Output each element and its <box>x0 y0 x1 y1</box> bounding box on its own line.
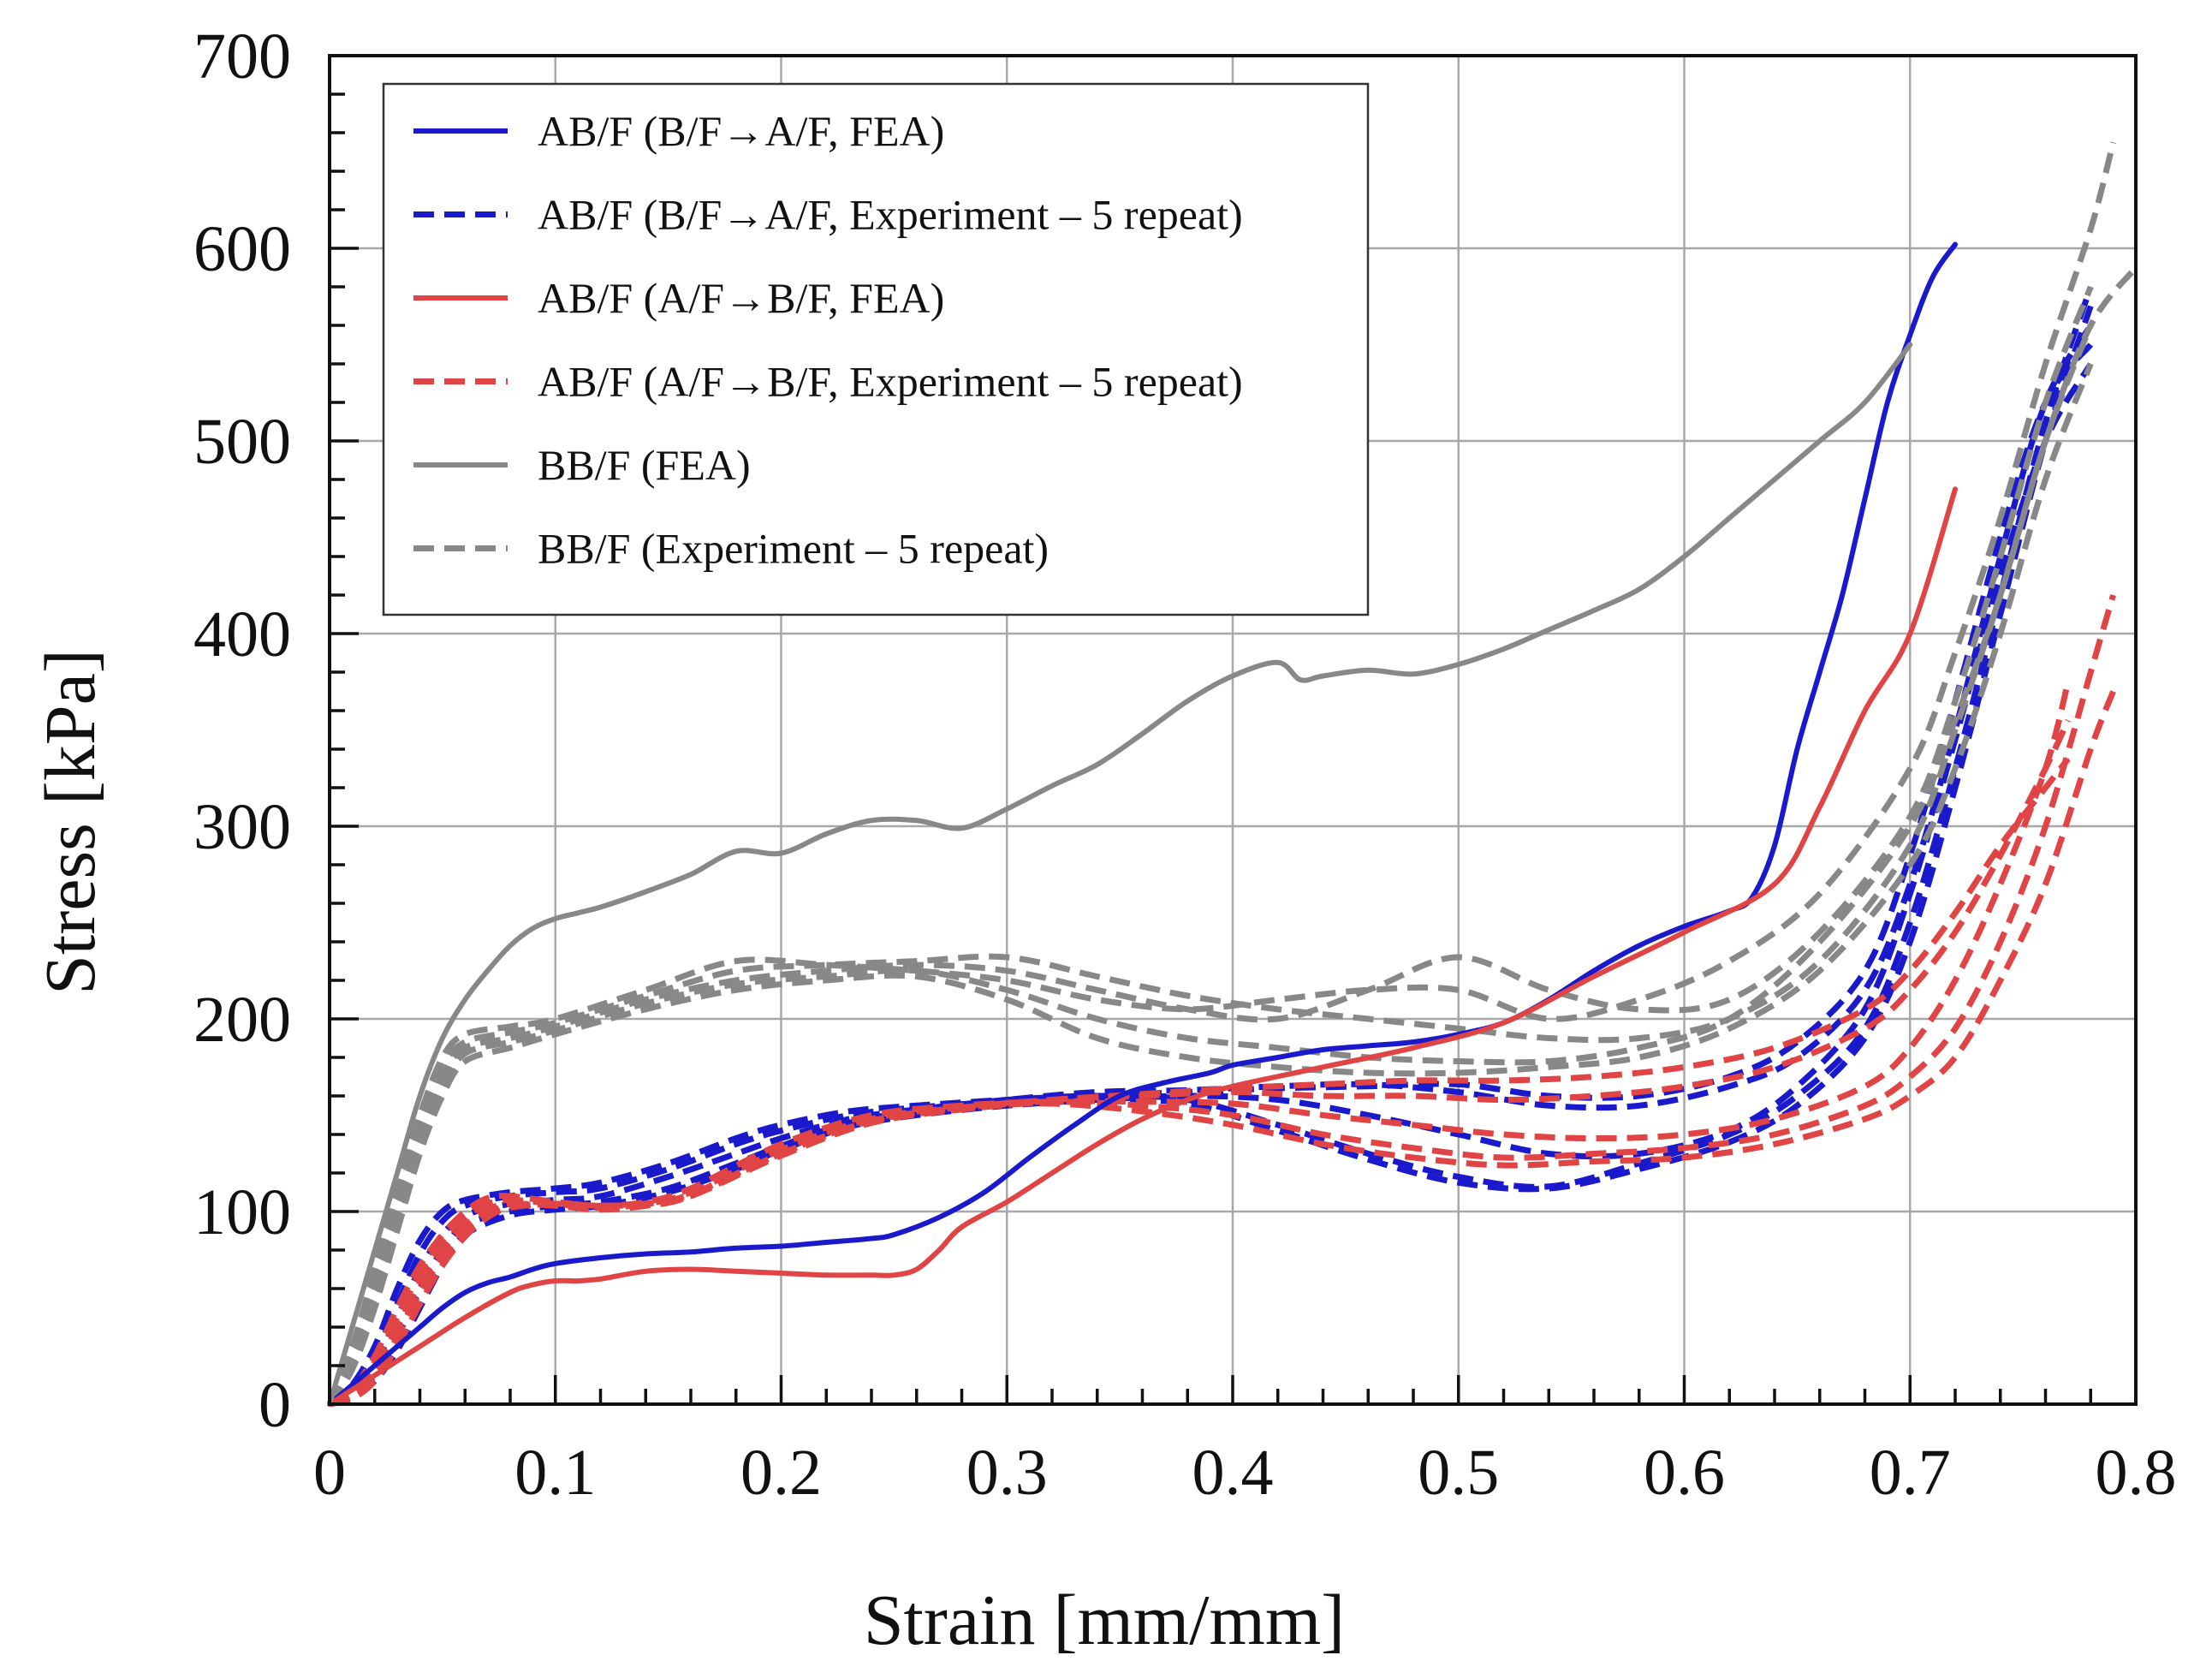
series-line-ab-f-a-f-b-f-fea <box>327 486 1958 1407</box>
x-tick-label: 0.5 <box>1418 1437 1499 1509</box>
series-line-ab-f-a-f-b-f-experiment-5-repeat-repeat-5 <box>329 757 2071 1408</box>
legend-box <box>382 82 1370 616</box>
legend-label: AB/F (A/F→B/F, FEA) <box>538 274 944 322</box>
legend-label: AB/F (A/F→B/F, Experiment – 5 repeat) <box>538 358 1243 406</box>
series-line-ab-f-b-f-a-f-experiment-5-repeat-repeat-3 <box>328 324 2094 1408</box>
x-tick-label: 0 <box>313 1437 346 1509</box>
series-line-bb-f-experiment-5-repeat-repeat-1 <box>326 141 2116 1406</box>
series-line-bb-f-experiment-5-repeat-repeat-4 <box>326 324 2094 1406</box>
y-tick-label: 600 <box>193 213 291 285</box>
y-tick-label: 500 <box>193 406 291 478</box>
series-line-bb-f-experiment-5-repeat-repeat-2 <box>326 265 2138 1406</box>
x-tick-label: 0.8 <box>2096 1437 2177 1509</box>
x-tick-label: 0.2 <box>740 1437 822 1509</box>
legend-label: BB/F (Experiment – 5 repeat) <box>538 525 1049 573</box>
series-line-bb-f-experiment-5-repeat-repeat-3 <box>326 285 2094 1406</box>
series-line-bb-f-experiment-5-repeat-repeat-5 <box>327 362 2094 1406</box>
x-tick-label: 0.7 <box>1870 1437 1951 1509</box>
series-line-ab-f-a-f-b-f-experiment-5-repeat-repeat-2 <box>328 690 2116 1408</box>
y-tick-label: 700 <box>193 21 291 92</box>
y-tick-label: 300 <box>193 791 291 863</box>
axes-layer <box>328 54 2138 1406</box>
series-line-ab-f-b-f-a-f-experiment-5-repeat-repeat-1 <box>327 285 2094 1407</box>
y-tick-label: 0 <box>259 1369 291 1441</box>
x-tick-label: 0.4 <box>1192 1437 1274 1509</box>
legend-label: AB/F (B/F→A/F, FEA) <box>538 107 944 155</box>
x-axis-title: Strain [mm/mm] <box>864 1581 1345 1660</box>
series-line-ab-f-b-f-a-f-fea <box>327 241 1958 1407</box>
series-line-ab-f-a-f-b-f-experiment-5-repeat-repeat-4 <box>328 718 2072 1408</box>
legend: AB/F (B/F→A/F, FEA) AB/F (B/F→A/F, Experi… <box>382 82 1370 616</box>
y-tick-label: 400 <box>193 598 291 670</box>
series-line-bb-f-fea <box>327 342 1913 1407</box>
legend-label: BB/F (FEA) <box>538 441 751 489</box>
y-tick-label: 100 <box>193 1176 291 1248</box>
series-line-ab-f-a-f-b-f-experiment-5-repeat-repeat-1 <box>328 594 2116 1407</box>
legend-label: AB/F (B/F→A/F, Experiment – 5 repeat) <box>538 191 1243 239</box>
x-tick-label: 0.6 <box>1644 1437 1725 1509</box>
x-tick-label: 0.1 <box>514 1437 596 1509</box>
series-line-ab-f-a-f-b-f-experiment-5-repeat-repeat-3 <box>328 681 2072 1408</box>
x-tick-label: 0.3 <box>966 1437 1048 1509</box>
tick-label-layer: 0 0.1 0.2 0.3 0.4 0.5 0.6 0.7 0.8 0 100 200 300 400 50… <box>193 21 2177 1509</box>
series-layer <box>326 141 2138 1408</box>
y-axis-title: Stress [kPa] <box>31 649 110 995</box>
y-tick-label: 200 <box>193 984 291 1056</box>
